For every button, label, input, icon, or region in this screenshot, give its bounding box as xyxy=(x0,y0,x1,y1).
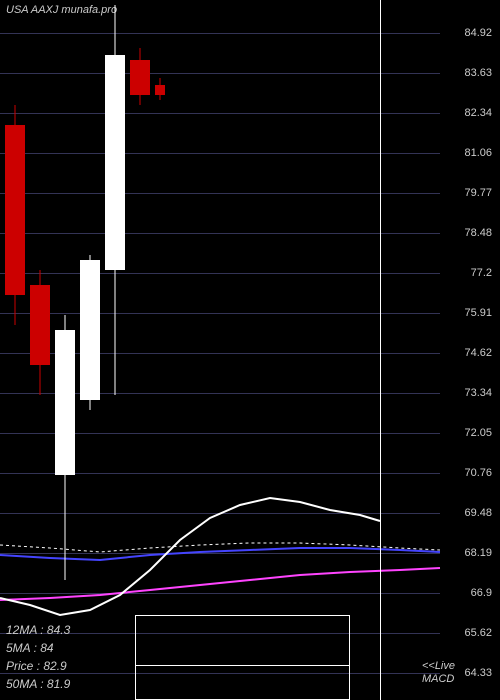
cursor-vertical-line xyxy=(380,0,381,700)
info-ma5: 5MA : 84 xyxy=(6,641,54,655)
macd-label-line2: MACD xyxy=(422,673,454,685)
info-ma50: 50MA : 81.9 xyxy=(6,677,70,691)
macd-label: <<Live MACD xyxy=(422,660,455,686)
info-ma12: 12MA : 84.3 xyxy=(6,623,70,637)
macd-label-line1: <<Live xyxy=(422,660,455,672)
chart-container: USA AAXJ munafa.pro 84.9283.6382.3481.06… xyxy=(0,0,500,700)
macd-box xyxy=(135,665,350,700)
ma-lines-svg xyxy=(0,0,500,700)
ma-line xyxy=(0,568,440,600)
ma-line xyxy=(0,548,440,560)
info-price: Price : 82.9 xyxy=(6,659,67,673)
